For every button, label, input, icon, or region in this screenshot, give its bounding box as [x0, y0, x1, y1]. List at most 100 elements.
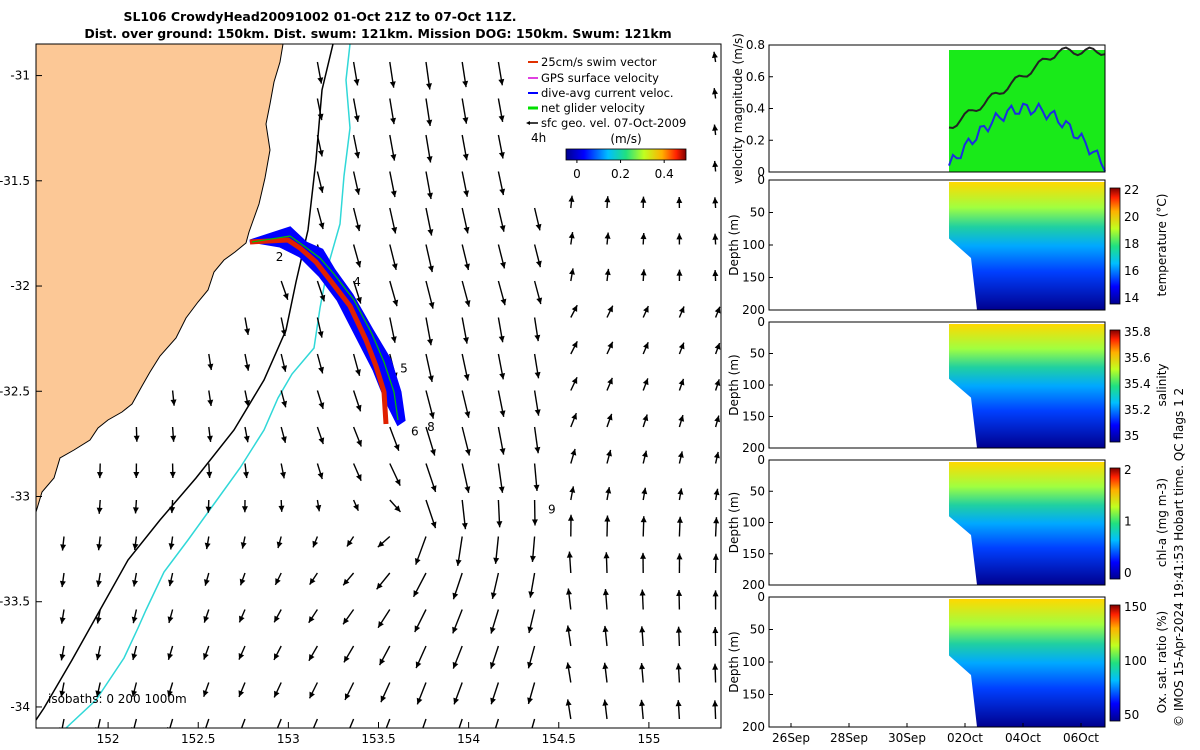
quiver-arrow-head — [427, 338, 433, 346]
quiver-arrow-head — [677, 488, 684, 495]
quiver-arrow-head — [463, 190, 470, 197]
quiver-arrow-head — [203, 579, 210, 586]
quiver-arrow-head — [426, 83, 432, 90]
quiver-arrow-head — [168, 543, 175, 550]
quiver-arrow-head — [274, 615, 280, 623]
quiver-arrow-head — [379, 658, 386, 666]
xtick-label: 30Sep — [888, 731, 926, 745]
ytick-label: 150 — [742, 410, 765, 424]
xtick-label: 02Oct — [947, 731, 983, 745]
track-dive-avg-current — [249, 226, 406, 427]
quiver-arrow-head — [346, 539, 353, 547]
quiver-arrow-head — [496, 521, 503, 528]
quiver-arrow-head — [238, 652, 245, 660]
quiver-arrow-head — [281, 400, 288, 408]
colorbar-tick-label: 1 — [1124, 515, 1132, 529]
map-legend: 25cm/s swim vector GPS surface velocity … — [526, 55, 687, 181]
quiver-arrow-head — [640, 552, 647, 559]
quiver-arrow-head — [426, 119, 433, 127]
quiver-arrow-head — [464, 300, 471, 307]
quiver-arrow-head — [452, 661, 459, 669]
quiver-arrow-head — [712, 233, 719, 240]
quiver-arrow-head — [131, 616, 138, 624]
map-ytick-label: -33 — [10, 489, 30, 503]
quiver-arrow-head — [643, 342, 649, 349]
quiver-arrow-head — [567, 514, 574, 521]
ytick-label: 200 — [742, 441, 765, 455]
ytick-label: 0.2 — [746, 133, 765, 147]
quiver-arrow-head — [452, 592, 459, 600]
quiver-arrow-head — [308, 616, 315, 623]
quiver-arrow-head — [415, 661, 422, 669]
colorbar-tick-label: 0.2 — [611, 167, 630, 181]
ylabel: Depth (m) — [727, 492, 741, 553]
track-net-glider-velocity — [251, 235, 399, 421]
ytick-label: 0 — [757, 165, 765, 179]
ytick-label: 50 — [750, 484, 765, 498]
ytick-label: 150 — [742, 271, 765, 285]
quiver-arrow-head — [713, 488, 720, 496]
section-colorbar — [1109, 329, 1121, 443]
quiver-arrow-head — [354, 224, 361, 232]
quiver-arrow-head — [389, 81, 396, 88]
dive-avg-current-line — [948, 101, 1106, 172]
quiver-arrow-head — [428, 302, 435, 309]
quiver-arrow-head — [169, 506, 176, 514]
quiver-arrow-head — [95, 690, 102, 697]
map-xtick-label: 154.5 — [542, 732, 576, 746]
quiver-arrow-head — [274, 690, 280, 698]
quiver-arrow-head — [167, 616, 174, 623]
legend-dive-avg: dive-avg current veloc. — [541, 86, 674, 100]
quiver-arrow-head — [565, 699, 572, 706]
quiver-arrow-head — [489, 662, 496, 669]
quiver-arrow-head — [712, 700, 719, 707]
quiver-arrow-head — [461, 522, 468, 530]
quiver-arrow-head — [712, 270, 719, 277]
quiver-arrow-shaft — [97, 718, 101, 728]
quiver-arrow-head — [712, 197, 719, 204]
quiver-arrow-head — [529, 555, 536, 562]
quiver-arrow-shaft — [133, 718, 138, 728]
colorbar-tick-label: 18 — [1124, 237, 1139, 251]
quiver-arrow-head — [528, 591, 535, 598]
quiver-arrow-head — [678, 306, 685, 314]
quiver-arrow-head — [602, 662, 609, 670]
ytick-label: 100 — [742, 655, 765, 669]
quiver-arrow-head — [273, 653, 280, 660]
map-xtick-label: 153 — [277, 732, 300, 746]
quiver-arrow-head — [414, 625, 421, 633]
quiver-arrow-head — [427, 375, 434, 382]
quiver-arrow-head — [96, 507, 103, 514]
quiver-arrow-shaft — [422, 718, 427, 728]
quiver-arrow-head — [346, 730, 352, 737]
quiver-arrow-head — [390, 154, 397, 161]
quiver-arrow-head — [676, 553, 683, 560]
colorbar-label: temperature (°C) — [1155, 194, 1169, 297]
colorbar-ticks: 0 0.2 0.4 — [573, 160, 674, 181]
quiver-arrow-head — [356, 296, 362, 304]
colorbar-tick-label: 35.6 — [1124, 351, 1151, 365]
quiver-arrow-head — [315, 504, 322, 512]
quiver-arrow-head — [463, 374, 470, 381]
ytick-label: 0 — [757, 315, 765, 329]
quiver-arrow-head — [393, 444, 400, 451]
quiver-arrow-head — [533, 484, 540, 491]
legend-swim: 25cm/s swim vector — [541, 55, 657, 69]
section-colorbar — [1109, 187, 1121, 305]
panel-3: 35 35.2 35.4 35.6 35.8 salinity 0 50 100 150 200 De… — [727, 315, 1169, 455]
quiver-arrow-head — [676, 197, 683, 204]
colorbar-tick-label: 35.4 — [1124, 377, 1151, 391]
quiver-arrow-head — [309, 577, 316, 585]
quiver-arrow-head — [430, 448, 436, 456]
quiver-arrow-head — [534, 334, 541, 342]
quiver-arrow-head — [344, 693, 351, 700]
quiver-arrow-head — [95, 653, 102, 661]
quiver-arrow-head — [639, 589, 646, 596]
map-xtick-label: 155 — [637, 732, 660, 746]
quiver-arrow-head — [712, 627, 719, 634]
quiver-arrow-head — [168, 579, 174, 587]
quiver-arrow-head — [244, 328, 251, 335]
